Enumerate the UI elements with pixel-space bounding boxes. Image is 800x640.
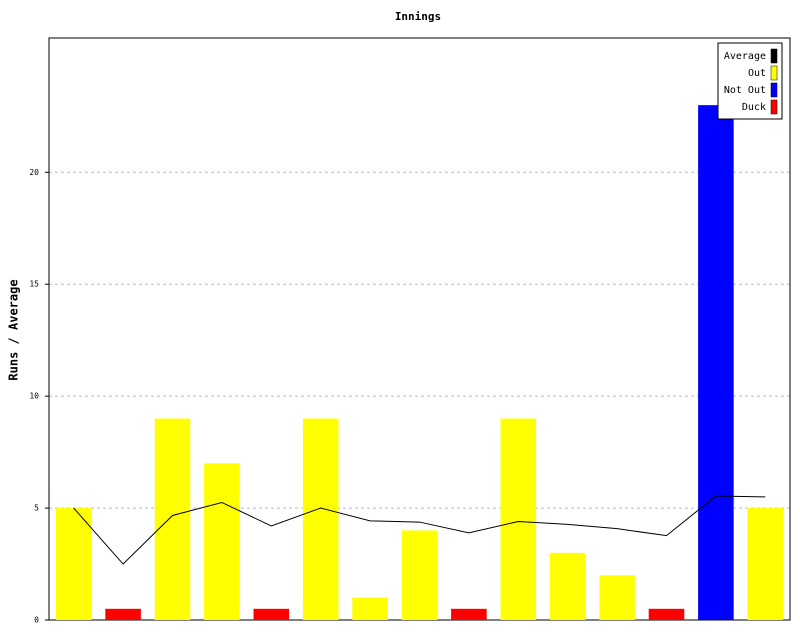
legend-label: Average [724, 51, 766, 62]
average-line [73, 495, 766, 565]
bar [698, 105, 734, 620]
bar [302, 418, 339, 620]
chart-title: Innings [395, 10, 441, 23]
bar [352, 597, 388, 620]
y-tick-label: 10 [29, 392, 39, 401]
bar [253, 608, 290, 620]
bar [105, 608, 141, 620]
bar [451, 608, 487, 620]
legend-swatch [770, 82, 778, 98]
y-tick-label: 0 [34, 616, 39, 625]
bar [401, 530, 438, 620]
bar [599, 575, 635, 620]
y-axis-label: Runs / Average [7, 279, 21, 380]
bar [204, 463, 240, 620]
legend-label: Out [748, 68, 766, 79]
y-tick-label: 5 [34, 504, 39, 513]
bar [549, 552, 586, 620]
legend-swatch [770, 65, 778, 81]
legend-label: Not Out [724, 85, 766, 96]
legend-swatch [770, 48, 778, 64]
bar [648, 608, 685, 620]
y-tick-label: 20 [29, 168, 39, 177]
bar [55, 508, 92, 620]
bar [500, 418, 537, 620]
bar [154, 418, 191, 620]
y-tick-label: 15 [29, 280, 39, 289]
bar [747, 508, 784, 620]
legend-swatch [770, 99, 778, 115]
legend-label: Duck [742, 102, 766, 113]
